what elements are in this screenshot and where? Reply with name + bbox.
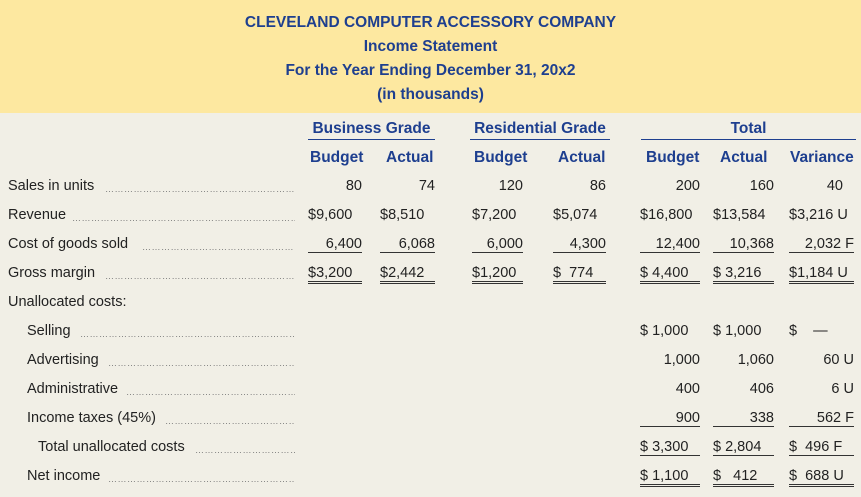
leader-dots: …………………………………………………………………………… xyxy=(72,213,295,223)
cell-revenue-residential-actual: $5,074 xyxy=(553,207,598,223)
col-total-actual: Actual xyxy=(720,149,768,166)
cell-cogs-total-variance: 2,032 F xyxy=(789,236,854,253)
company-name: CLEVELAND COMPUTER ACCESSORY COMPANY xyxy=(244,14,617,31)
cell-gross-residential-budget: $1,200 xyxy=(472,265,523,284)
leader-dots: ………………………………………… xyxy=(165,416,295,426)
row-label-cogs: Cost of goods sold xyxy=(8,236,129,252)
group-header-total: Total xyxy=(641,120,856,140)
cell-sales-business-actual: 74 xyxy=(418,178,435,194)
row-label-selling: Selling xyxy=(27,323,71,339)
col-residential-actual: Actual xyxy=(558,149,606,166)
leader-dots: …………………………………………………………………… xyxy=(108,358,295,368)
cell-sales-total-variance: 40 xyxy=(826,178,843,194)
cell-admin-total-variance: 6 U xyxy=(831,381,854,397)
cell-admin-total-budget: 400 xyxy=(675,381,700,397)
group-header-business: Business Grade xyxy=(308,120,435,140)
cell-net-income-actual: $ 412 xyxy=(713,468,774,487)
statement-title: Income Statement xyxy=(363,38,498,55)
cell-sales-total-actual: 160 xyxy=(749,178,774,194)
row-label-total-unallocated: Total unallocated costs xyxy=(38,439,185,455)
cell-revenue-total-variance: $3,216 U xyxy=(789,207,848,223)
cell-advertising-total-variance: 60 U xyxy=(823,352,854,368)
statement-period: For the Year Ending December 31, 20x2 xyxy=(285,62,576,79)
cell-selling-total-variance: $ — xyxy=(789,323,828,339)
cell-revenue-total-actual: $13,584 xyxy=(713,207,766,223)
cell-cogs-residential-actual: 4,300 xyxy=(553,236,606,253)
cell-selling-total-budget: $ 1,000 xyxy=(640,323,689,339)
col-total-budget: Budget xyxy=(646,149,700,166)
cell-net-income-budget: $ 1,100 xyxy=(640,468,700,487)
cell-gross-total-actual: $ 3,216 xyxy=(713,265,774,284)
cell-net-income-variance: $ 688 U xyxy=(789,468,854,487)
row-label-sales-units: Sales in units xyxy=(8,178,95,194)
row-label-administrative: Administrative xyxy=(27,381,119,397)
cell-cogs-residential-budget: 6,000 xyxy=(472,236,523,253)
col-residential-budget: Budget xyxy=(474,149,528,166)
cell-admin-total-actual: 406 xyxy=(749,381,774,397)
cell-revenue-business-budget: $9,600 xyxy=(308,207,353,223)
leader-dots: …………………………………………………… xyxy=(142,242,295,252)
col-total-variance: Variance xyxy=(790,149,854,166)
cell-advertising-total-budget: 1,000 xyxy=(663,352,700,368)
cell-sales-business-budget: 80 xyxy=(345,178,362,194)
group-header-residential: Residential Grade xyxy=(470,120,610,140)
leader-dots: …………………………………………………………………… xyxy=(105,271,295,281)
cell-taxes-total-actual: 338 xyxy=(713,410,774,427)
leader-dots: ……………………………… xyxy=(195,445,295,455)
col-business-actual: Actual xyxy=(386,149,434,166)
cell-gross-total-variance: $1,184 U xyxy=(789,265,854,284)
cell-total-unallocated-actual: $ 2,804 xyxy=(713,439,774,456)
cell-gross-residential-actual: $ 774 xyxy=(553,265,606,284)
cell-sales-residential-actual: 86 xyxy=(589,178,606,194)
cell-advertising-total-actual: 1,060 xyxy=(737,352,774,368)
row-label-revenue: Revenue xyxy=(8,207,67,223)
row-label-gross-margin: Gross margin xyxy=(8,265,96,281)
cell-cogs-total-actual: 10,368 xyxy=(713,236,774,253)
leader-dots: ………………………………………………………………………… xyxy=(80,329,295,339)
col-business-budget: Budget xyxy=(310,149,364,166)
cell-cogs-total-budget: 12,400 xyxy=(640,236,700,253)
row-label-unallocated: Unallocated costs: xyxy=(8,294,127,310)
cell-taxes-total-variance: 562 F xyxy=(789,410,854,427)
cell-gross-business-budget: $3,200 xyxy=(308,265,362,284)
cell-revenue-residential-budget: $7,200 xyxy=(472,207,517,223)
leader-dots: …………………………………………………………………… xyxy=(108,474,295,484)
cell-gross-total-budget: $ 4,400 xyxy=(640,265,700,284)
row-label-income-taxes: Income taxes (45%) xyxy=(27,410,156,426)
statement-units: (in thousands) xyxy=(377,86,484,103)
cell-cogs-business-budget: 6,400 xyxy=(308,236,362,253)
cell-cogs-business-actual: 6,068 xyxy=(380,236,435,253)
cell-sales-total-budget: 200 xyxy=(675,178,700,194)
cell-sales-residential-budget: 120 xyxy=(498,178,523,194)
leader-dots: …………………………………………………………………… xyxy=(105,184,295,194)
cell-revenue-total-budget: $16,800 xyxy=(640,207,693,223)
cell-revenue-business-actual: $8,510 xyxy=(380,207,425,223)
cell-gross-business-actual: $2,442 xyxy=(380,265,435,284)
row-label-advertising: Advertising xyxy=(27,352,99,368)
cell-selling-total-actual: $ 1,000 xyxy=(713,323,762,339)
row-label-net-income: Net income xyxy=(27,468,101,484)
cell-total-unallocated-budget: $ 3,300 xyxy=(640,439,700,456)
cell-total-unallocated-variance: $ 496 F xyxy=(789,439,854,456)
leader-dots: ………………………………………………………… xyxy=(126,387,295,397)
cell-taxes-total-budget: 900 xyxy=(640,410,700,427)
statement-header: CLEVELAND COMPUTER ACCESSORY COMPANY Inc… xyxy=(0,0,861,113)
